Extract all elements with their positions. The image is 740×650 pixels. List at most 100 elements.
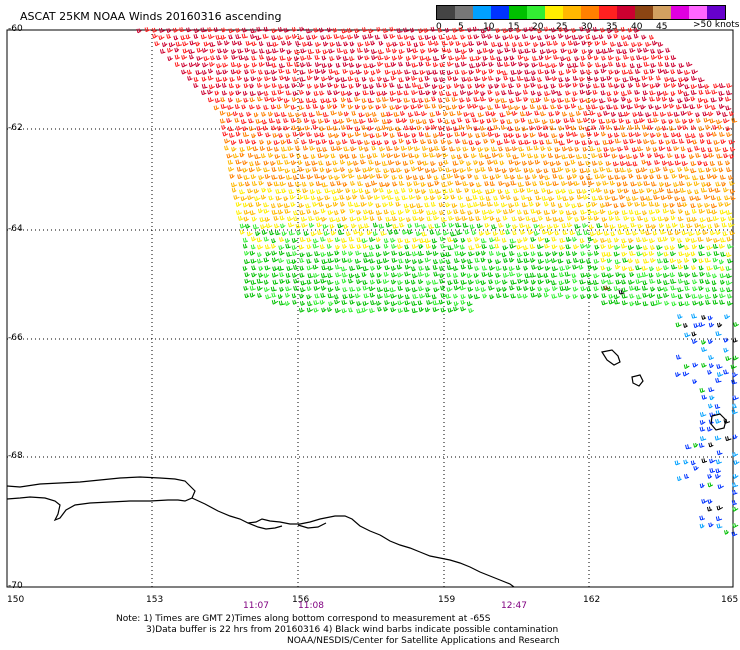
wind-barb	[468, 69, 475, 75]
wind-barb	[733, 322, 739, 328]
wind-barb	[459, 90, 467, 96]
wind-barb	[259, 139, 265, 145]
wind-barb	[370, 300, 377, 306]
wind-barb	[569, 117, 576, 123]
wind-barb	[699, 278, 705, 284]
wind-barb	[460, 264, 466, 270]
wind-barb	[714, 404, 721, 410]
wind-barb	[696, 118, 701, 124]
wind-barb	[704, 84, 710, 90]
wind-barb	[570, 103, 577, 109]
wind-barb	[201, 70, 208, 75]
wind-barb	[673, 182, 680, 188]
wind-barb	[662, 103, 669, 109]
wind-barb	[620, 243, 628, 249]
wind-barb	[290, 160, 297, 166]
wind-barb	[349, 48, 356, 54]
wind-barb	[432, 62, 439, 68]
wind-barb	[376, 259, 383, 265]
wind-barb	[370, 40, 376, 46]
wind-barb	[580, 243, 587, 249]
wind-barb	[426, 210, 433, 216]
wind-barb	[372, 222, 379, 228]
wind-barb	[251, 216, 258, 222]
wind-barb	[494, 103, 501, 109]
wind-barb	[716, 153, 723, 159]
wind-barb	[661, 96, 668, 102]
wind-barb	[208, 84, 215, 90]
wind-barb	[598, 153, 604, 159]
wind-barb	[376, 82, 382, 88]
wind-barb	[512, 230, 517, 236]
wind-barb	[481, 33, 488, 39]
wind-barb	[333, 83, 339, 89]
wind-barb	[460, 272, 467, 278]
wind-barb	[572, 62, 579, 68]
wind-barb	[637, 48, 643, 53]
wind-barb	[385, 47, 392, 53]
wind-barb	[600, 82, 606, 88]
wind-barb	[657, 68, 664, 74]
wind-barb	[553, 138, 561, 144]
wind-barb	[723, 118, 730, 124]
wind-barb	[636, 55, 643, 61]
wind-barbs	[136, 26, 740, 537]
wind-barb	[475, 140, 482, 146]
wind-barb	[649, 34, 655, 40]
wind-barb	[618, 289, 625, 295]
wind-barb	[293, 285, 300, 291]
wind-barb	[594, 40, 601, 46]
wind-barb	[327, 258, 335, 264]
wind-barb	[576, 230, 583, 236]
wind-barb	[490, 111, 496, 117]
wind-barb	[587, 208, 594, 214]
wind-barb	[428, 223, 435, 229]
wind-barb	[377, 216, 383, 222]
longitude-label: 150	[7, 595, 25, 605]
wind-barb	[598, 195, 604, 201]
wind-barb	[325, 203, 333, 209]
wind-barb	[404, 244, 410, 250]
wind-barb	[699, 271, 705, 277]
wind-barb	[315, 42, 322, 48]
wind-barb	[362, 243, 369, 249]
wind-barb	[544, 237, 550, 243]
wind-barb	[571, 131, 578, 137]
wind-barb	[303, 230, 310, 236]
wind-barb	[481, 70, 488, 76]
wind-barb	[697, 83, 705, 89]
wind-barb	[486, 26, 492, 32]
wind-barb	[264, 69, 271, 75]
wind-barb	[637, 41, 643, 47]
island	[631, 374, 644, 387]
wind-barb	[278, 245, 285, 251]
wind-barb	[511, 111, 518, 116]
wind-barb	[412, 54, 419, 60]
wind-barb	[634, 77, 641, 83]
wind-barb	[491, 152, 499, 158]
wind-barb	[383, 77, 390, 83]
wind-barb	[346, 124, 353, 130]
wind-barb	[712, 216, 719, 222]
wind-barb	[585, 34, 591, 40]
wind-barb	[397, 131, 404, 137]
wind-barb	[265, 49, 272, 55]
wind-barb	[478, 231, 485, 236]
wind-barb	[508, 83, 514, 89]
wind-barb	[691, 313, 698, 319]
wind-barb	[637, 215, 644, 221]
wind-barb	[401, 229, 409, 235]
wind-barb	[461, 76, 468, 82]
wind-barb	[600, 90, 606, 96]
wind-barb	[352, 118, 359, 124]
wind-barb	[681, 161, 688, 167]
wind-barb	[588, 49, 594, 54]
wind-barb	[235, 27, 242, 33]
wind-barb	[621, 69, 629, 75]
wind-barb	[636, 174, 643, 180]
wind-barb	[271, 257, 279, 263]
wind-barb	[523, 251, 530, 257]
wind-barb	[585, 98, 593, 104]
wind-barb	[299, 252, 305, 258]
wind-barb	[673, 111, 680, 117]
